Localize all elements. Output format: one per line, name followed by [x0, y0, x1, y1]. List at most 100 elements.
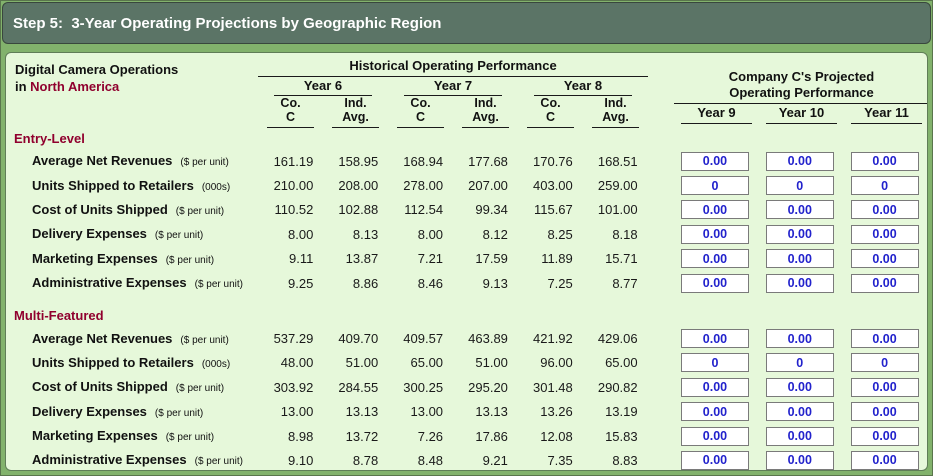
input-year11[interactable] — [850, 151, 919, 171]
input-year11[interactable] — [850, 200, 919, 220]
input-year9[interactable] — [680, 176, 749, 196]
input-year10[interactable] — [765, 426, 834, 446]
input-year9[interactable] — [680, 377, 749, 397]
row-entry-cost-of-units: Cost of Units Shipped ($ per unit) 110.52… — [6, 198, 927, 222]
input-year10[interactable] — [765, 200, 834, 220]
value-y6-ind-avg: 284.55 — [338, 379, 379, 395]
value-y7-co-c: 7.21 — [417, 251, 444, 267]
value-y6-ind-avg: 13.87 — [345, 251, 379, 267]
value-y6-co-c: 48.00 — [280, 355, 314, 371]
projections-panel: Digital Camera Operations in North Ameri… — [5, 52, 928, 471]
row-unit: (000s) — [201, 181, 231, 193]
input-year10[interactable] — [765, 273, 834, 293]
input-year9[interactable] — [680, 249, 749, 269]
row-unit: ($ per unit) — [154, 230, 204, 242]
row-unit: ($ per unit) — [194, 279, 243, 291]
input-year11[interactable] — [850, 224, 919, 244]
row-label: Administrative Expenses — [32, 452, 187, 468]
input-year10[interactable] — [765, 377, 834, 397]
row-label: Marketing Expenses — [32, 250, 158, 266]
value-y7-ind-avg: 51.00 — [475, 355, 508, 371]
value-y6-co-c: 537.29 — [273, 331, 314, 347]
row-label: Units Shipped to Retailers — [32, 177, 194, 193]
input-year9[interactable] — [680, 329, 749, 349]
operations-region-line: in North America — [15, 78, 120, 94]
input-year10[interactable] — [765, 176, 834, 196]
value-y7-ind-avg: 13.13 — [475, 404, 508, 420]
col-y6-co-c: Co. C — [258, 96, 323, 128]
input-year9[interactable] — [680, 224, 749, 244]
year6-header: Year 6 — [258, 78, 388, 96]
value-y7-co-c: 409.57 — [403, 331, 444, 347]
input-year10[interactable] — [765, 353, 834, 373]
row-label: Units Shipped to Retailers — [32, 354, 194, 370]
input-year9[interactable] — [680, 200, 749, 220]
value-y6-ind-avg: 158.95 — [338, 153, 379, 169]
value-y8-co-c: 7.35 — [547, 452, 573, 468]
col-y8-ind-avg: Ind. Avg. — [583, 96, 648, 128]
input-year11[interactable] — [850, 377, 919, 397]
input-year10[interactable] — [765, 329, 834, 349]
input-year10[interactable] — [765, 249, 834, 269]
value-y6-ind-avg: 102.88 — [338, 202, 379, 218]
historical-year-row: Year 6 Year 7 Year 8 — [258, 78, 648, 96]
value-y8-co-c: 96.00 — [540, 355, 573, 371]
year10-header: Year 10 — [759, 105, 844, 125]
input-year9[interactable] — [680, 402, 749, 422]
row-unit: ($ per unit) — [154, 407, 204, 419]
value-y8-co-c: 170.76 — [533, 153, 573, 169]
value-y7-co-c: 8.48 — [417, 452, 444, 468]
value-y8-ind-avg: 101.00 — [597, 202, 638, 218]
value-y8-co-c: 115.67 — [533, 202, 573, 218]
input-year9[interactable] — [680, 151, 749, 171]
input-year10[interactable] — [765, 224, 834, 244]
value-y6-ind-avg: 208.00 — [338, 178, 379, 194]
row-entry-administrative-expenses: Administrative Expenses ($ per unit) 9.25… — [6, 271, 927, 295]
row-label: Delivery Expenses — [32, 403, 147, 419]
value-y7-co-c: 13.00 — [410, 404, 444, 420]
input-year9[interactable] — [680, 450, 749, 470]
value-y7-co-c: 168.94 — [403, 153, 444, 169]
row-label: Cost of Units Shipped — [32, 201, 168, 217]
row-unit: (000s) — [201, 358, 231, 370]
input-year10[interactable] — [765, 151, 834, 171]
col-y7-ind-avg: Ind. Avg. — [453, 96, 518, 128]
input-year11[interactable] — [850, 273, 919, 293]
input-year9[interactable] — [680, 353, 749, 373]
input-year11[interactable] — [850, 450, 919, 470]
value-y8-ind-avg: 13.19 — [605, 404, 638, 420]
input-year11[interactable] — [850, 426, 919, 446]
value-y7-co-c: 8.00 — [417, 226, 444, 242]
value-y8-co-c: 11.89 — [541, 251, 573, 267]
input-year9[interactable] — [680, 426, 749, 446]
input-year10[interactable] — [765, 450, 834, 470]
section-header-multi-featured: Multi-Featured — [14, 308, 104, 324]
value-y6-ind-avg: 51.00 — [345, 355, 379, 371]
title-bar: Step 5: 3-Year Operating Projections by … — [2, 2, 931, 44]
input-year11[interactable] — [850, 353, 919, 373]
value-y7-co-c: 65.00 — [410, 355, 444, 371]
value-y6-ind-avg: 409.70 — [338, 331, 379, 347]
page-title: Step 5: 3-Year Operating Projections by … — [13, 14, 442, 32]
value-y8-co-c: 403.00 — [533, 178, 573, 194]
year7-header: Year 7 — [388, 78, 518, 96]
row-label: Administrative Expenses — [32, 275, 187, 291]
input-year10[interactable] — [765, 402, 834, 422]
input-year11[interactable] — [850, 402, 919, 422]
input-year11[interactable] — [850, 249, 919, 269]
value-y7-co-c: 300.25 — [403, 379, 444, 395]
historical-header: Historical Operating Performance Year 6 … — [258, 58, 648, 128]
value-y6-co-c: 303.92 — [273, 379, 314, 395]
row-entry-average-net-revenues: Average Net Revenues ($ per unit) 161.19 … — [6, 149, 927, 173]
value-y6-co-c: 8.00 — [288, 226, 314, 242]
input-year9[interactable] — [680, 273, 749, 293]
value-y6-ind-avg: 13.72 — [345, 428, 379, 444]
row-multi-administrative-expenses: Administrative Expenses ($ per unit) 9.10… — [6, 448, 927, 470]
input-year11[interactable] — [850, 329, 919, 349]
row-entry-marketing-expenses: Marketing Expenses ($ per unit) 9.11 13.8… — [6, 247, 927, 271]
input-year11[interactable] — [850, 176, 919, 196]
row-multi-average-net-revenues: Average Net Revenues ($ per unit) 537.29 … — [6, 326, 927, 350]
value-y7-co-c: 7.26 — [417, 428, 444, 444]
value-y7-ind-avg: 9.13 — [482, 275, 508, 291]
